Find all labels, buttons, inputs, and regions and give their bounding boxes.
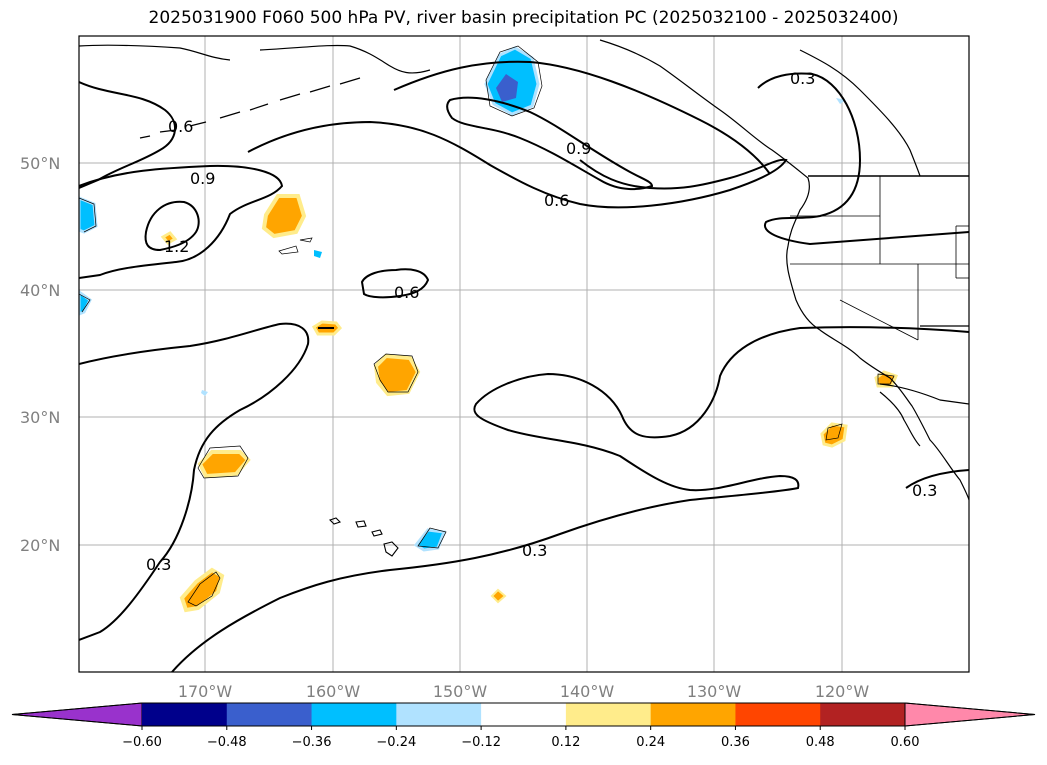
lon-label: 160°W: [306, 682, 361, 701]
colorbar-tick-label: 0.36: [721, 735, 750, 750]
lon-label: 130°W: [687, 682, 742, 701]
contour-label: 0.3: [790, 69, 815, 88]
colorbar-tick-label: −0.48: [207, 735, 247, 750]
colorbar-tick-label: 0.60: [891, 735, 920, 750]
contour-labels: 0.6 0.9 1.2 0.9 0.6 0.6 0.3 0.3 0.3 0.3: [146, 69, 937, 574]
colorbar-segment: [142, 703, 228, 726]
map-title: 2025031900 F060 500 hPa PV, river basin …: [148, 8, 899, 28]
contour-label: 0.9: [190, 169, 215, 188]
colorbar-tick-label: 0.48: [806, 735, 835, 750]
gridlines: [79, 36, 969, 672]
colorbar-segment: [481, 703, 567, 726]
borders: [790, 175, 969, 405]
colorbar-segment: [311, 703, 397, 726]
lat-label: 50°N: [20, 154, 60, 173]
lon-label: 150°W: [433, 682, 488, 701]
colorbar-extend-high: [904, 702, 1036, 727]
colorbar-extend-low: [11, 702, 143, 727]
lat-label: 30°N: [20, 408, 60, 427]
map-background: [79, 36, 969, 672]
latitude-labels: 50°N 40°N 30°N 20°N: [20, 154, 60, 555]
colorbar-segment: [226, 703, 313, 726]
lat-label: 40°N: [20, 281, 60, 300]
contour-label: 0.3: [146, 555, 171, 574]
colorbar: −0.60 −0.48 −0.36 −0.24 −0.12 0.12 0.24 0.36 0.4…: [11, 702, 1036, 750]
colorbar-segment: [735, 703, 821, 726]
contour-label: 0.9: [566, 139, 591, 158]
longitude-labels: 170°W 160°W 150°W 140°W 130°W 120°W: [178, 682, 870, 701]
coastlines: [79, 39, 969, 501]
lon-label: 120°W: [815, 682, 870, 701]
contour-label: 0.6: [394, 283, 419, 302]
hawaii-islands: [328, 517, 399, 557]
colorbar-tick-label: 0.24: [636, 735, 665, 750]
map-frame: [78, 35, 970, 673]
lon-label: 140°W: [560, 682, 615, 701]
lon-label: 170°W: [178, 682, 233, 701]
lat-label: 20°N: [20, 536, 60, 555]
colorbar-tick-label: −0.36: [292, 735, 332, 750]
contour-label: 1.2: [164, 237, 189, 256]
contour-label: 0.6: [168, 117, 193, 136]
colorbar-tick-label: −0.60: [122, 735, 162, 750]
precip-outlines: [79, 45, 895, 607]
contour-label: 0.6: [544, 191, 569, 210]
colorbar-tick-label: −0.24: [376, 735, 416, 750]
contour-label: 0.3: [912, 481, 937, 500]
colorbar-tick-label: −0.12: [461, 735, 501, 750]
colorbar-segment: [820, 703, 906, 726]
contour-label: 0.3: [522, 541, 547, 560]
colorbar-tick-label: 0.12: [551, 735, 580, 750]
colorbar-segment: [565, 703, 652, 726]
colorbar-segment: [650, 703, 736, 726]
colorbar-segment: [396, 703, 482, 726]
